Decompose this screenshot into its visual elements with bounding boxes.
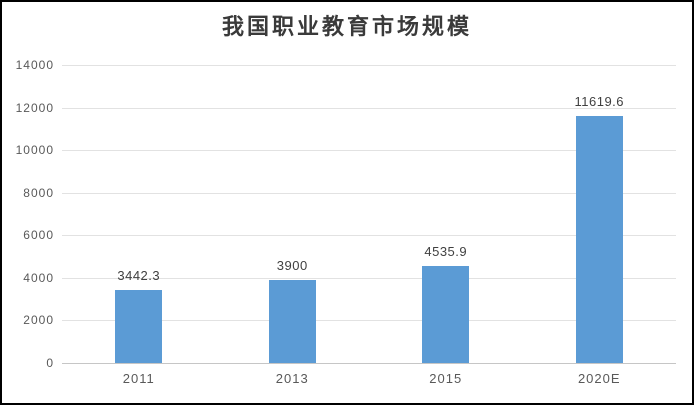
y-axis-tick-label: 12000	[15, 100, 54, 115]
bar-value-label: 11619.6	[574, 93, 625, 109]
bar-2020E	[575, 115, 623, 363]
y-axis-tick-label: 2000	[23, 313, 54, 328]
y-axis-tick-label: 6000	[23, 228, 54, 243]
gridline	[62, 150, 676, 152]
bar-value-label: 3900	[276, 257, 308, 273]
y-axis-tick-label: 10000	[15, 143, 54, 158]
bar-2015	[422, 266, 470, 363]
x-axis-tick-label: 2020E	[577, 371, 621, 386]
x-axis-tick-label: 2013	[275, 371, 309, 386]
x-axis-tick-label: 2011	[122, 371, 155, 386]
bar-value-label: 4535.9	[424, 244, 468, 260]
y-axis-tick-label: 0	[46, 356, 54, 370]
bar-2013	[268, 279, 316, 363]
gridline	[62, 320, 676, 322]
bar-value-label: 3442.3	[117, 267, 161, 283]
gridline	[62, 235, 676, 237]
y-axis-tick-label: 14000	[15, 58, 54, 72]
y-axis-tick-label: 4000	[23, 270, 54, 285]
chart-title: 我国职业教育市场规模	[221, 14, 472, 40]
gridline	[62, 277, 676, 279]
gridline	[62, 65, 676, 66]
gridline	[62, 107, 676, 109]
bar-2011	[115, 289, 163, 363]
x-axis-tick-label: 2015	[429, 371, 463, 386]
y-axis-tick-label: 8000	[23, 185, 54, 200]
gridline	[62, 192, 676, 194]
x-axis-line	[62, 363, 676, 364]
